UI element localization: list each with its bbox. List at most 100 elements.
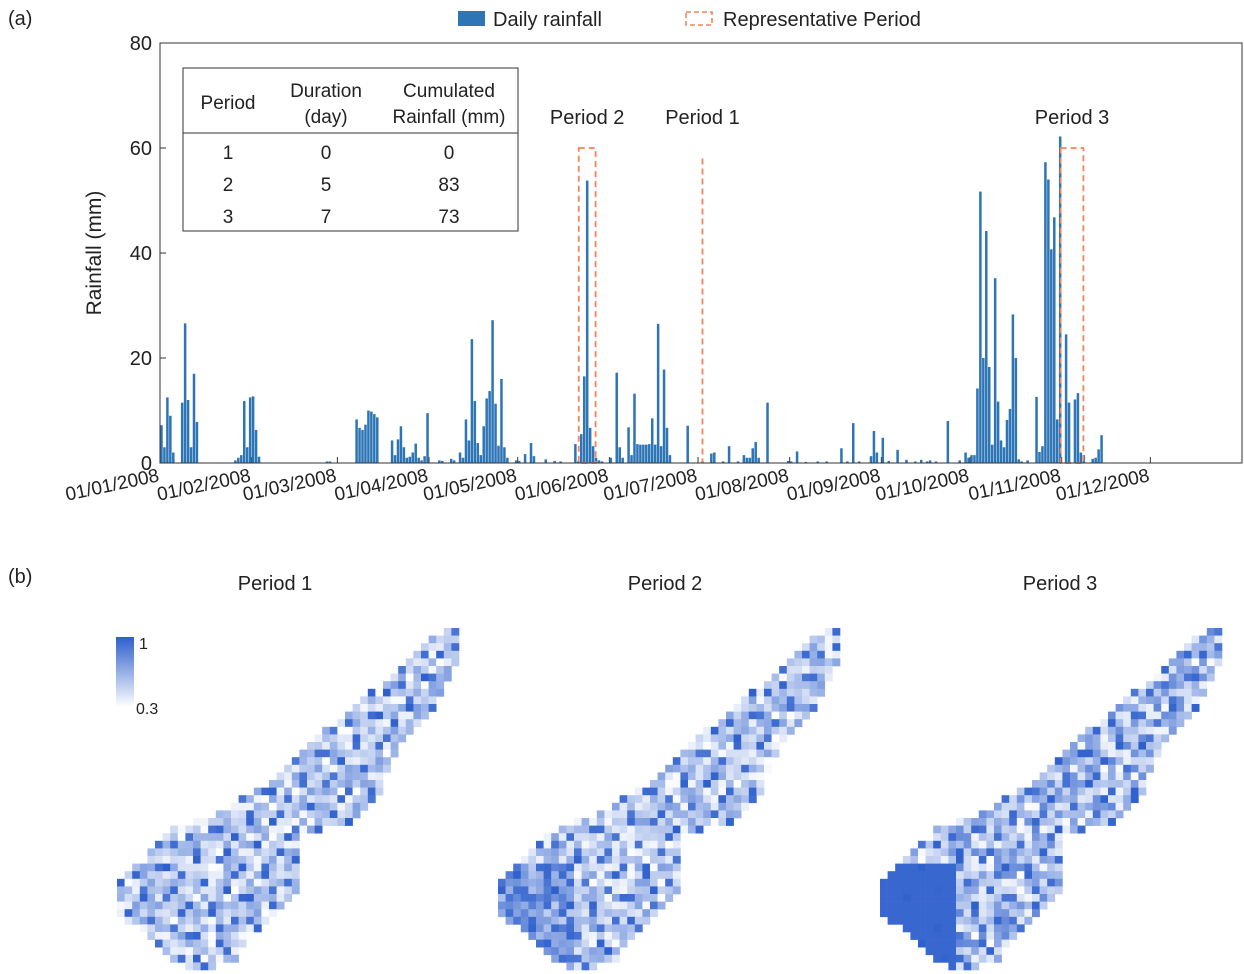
map-cell <box>1070 802 1078 811</box>
map-cell <box>322 780 331 788</box>
map-cell <box>193 939 201 948</box>
map-cell <box>451 658 460 667</box>
map-cell <box>1138 719 1147 728</box>
map-cell <box>383 681 391 690</box>
rainfall-bar <box>825 461 828 463</box>
rainfall-bar <box>1002 447 1006 463</box>
map-cell <box>284 795 293 804</box>
map-cell <box>956 848 964 857</box>
map-cell <box>200 833 209 842</box>
map-cell <box>1138 726 1147 735</box>
map-cell <box>733 764 742 773</box>
map-cell <box>1168 726 1177 735</box>
map-cell <box>162 894 171 902</box>
map-cell <box>193 916 201 925</box>
map-cell <box>1130 704 1139 712</box>
map-cell <box>994 894 1002 902</box>
map-cell <box>261 848 270 857</box>
rainfall-bar <box>668 455 672 463</box>
map-cell <box>1070 780 1078 788</box>
rainfall-bar <box>627 427 630 463</box>
map-cell <box>1062 802 1071 811</box>
rainfall-bar <box>361 429 364 463</box>
map-cell <box>367 711 376 720</box>
map-cell <box>1092 810 1101 819</box>
map-cell <box>1009 886 1018 895</box>
map-cell <box>536 878 544 887</box>
map-cell <box>596 871 605 880</box>
map-cell <box>695 734 704 743</box>
map-cell <box>352 726 361 735</box>
map-cell <box>1062 749 1071 758</box>
map-cell <box>238 840 247 849</box>
rainfall-bar <box>1041 446 1044 463</box>
map-cell <box>185 833 194 842</box>
rainfall-bar <box>896 449 899 463</box>
map-cell <box>261 856 270 864</box>
map-cell <box>520 901 529 910</box>
map-cell <box>208 856 217 864</box>
map-cell <box>910 924 919 933</box>
map-cell <box>208 818 217 826</box>
map-cell <box>794 719 803 728</box>
map-cell <box>405 711 414 720</box>
map-cell <box>398 734 407 743</box>
map-cell <box>413 719 422 728</box>
map-cell <box>436 658 445 667</box>
map-cell <box>581 947 590 956</box>
map-cell <box>1032 795 1040 804</box>
map-cell <box>1123 757 1132 766</box>
rainfall-bar <box>373 414 376 463</box>
map-cell <box>360 787 369 796</box>
rainfall-bar <box>355 419 358 463</box>
rainfall-bar <box>248 397 252 463</box>
map-cell <box>948 916 957 925</box>
map-cell <box>215 848 224 857</box>
map-cell <box>155 894 163 902</box>
map-cell <box>741 719 750 728</box>
map-cell <box>1039 901 1048 910</box>
map-cell <box>589 962 598 971</box>
map-cell <box>718 764 727 773</box>
map-cell <box>726 757 734 766</box>
map-cell <box>1123 780 1132 788</box>
map-cell <box>786 681 795 690</box>
map-cell <box>383 757 391 766</box>
map-cell <box>604 932 613 940</box>
map-cell <box>665 848 674 857</box>
map-cell <box>520 909 529 918</box>
map-cell <box>1138 734 1147 743</box>
map-cell <box>596 825 605 834</box>
map-cell <box>956 909 964 918</box>
map-cell <box>1016 848 1025 857</box>
table-cell: 7 <box>321 207 332 228</box>
map-cell <box>741 696 750 705</box>
map-cell <box>421 704 429 712</box>
map-cell <box>1032 909 1040 918</box>
map-cell <box>185 848 194 857</box>
map-cell <box>1115 742 1124 750</box>
rainfall-bar <box>1005 419 1009 463</box>
map-cell <box>360 726 369 735</box>
map-cell <box>436 688 445 697</box>
map-cell <box>665 871 674 880</box>
map-cell <box>269 795 277 804</box>
map-cell <box>498 909 506 918</box>
map-cell <box>253 833 262 842</box>
map-cell <box>1039 894 1048 902</box>
rainfall-bar <box>254 429 258 463</box>
map-cell <box>223 840 232 849</box>
map-cell <box>1054 818 1063 826</box>
map-cell <box>971 932 980 940</box>
map-cell <box>360 772 369 781</box>
map-cell <box>1130 795 1139 804</box>
map-cell <box>1024 863 1033 872</box>
map-cell <box>940 848 949 857</box>
map-cell <box>1047 878 1056 887</box>
map-cell <box>627 825 636 834</box>
map-cell <box>963 856 972 864</box>
map-cell <box>360 757 369 766</box>
map-cell <box>1047 825 1056 834</box>
map-cell <box>558 916 567 925</box>
map-cell <box>741 726 750 735</box>
